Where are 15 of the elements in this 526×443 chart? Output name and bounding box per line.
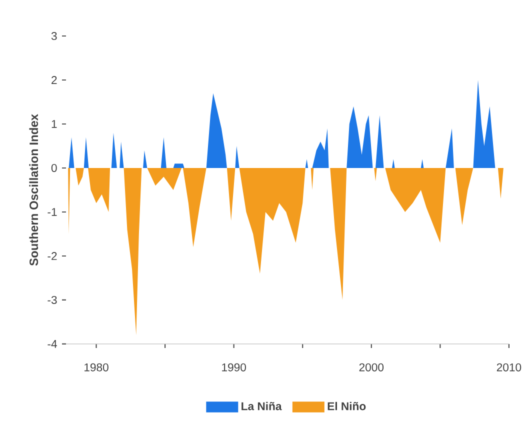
y-tick-label: -3 xyxy=(48,296,57,304)
x-tick-label: 1980 xyxy=(84,363,108,372)
y-tick-label: -4 xyxy=(48,340,57,348)
y-tick-label: 2 xyxy=(52,76,57,84)
y-tick-label: -1 xyxy=(48,208,57,216)
y-tick-label: 1 xyxy=(52,120,57,128)
y-tick-label: 3 xyxy=(51,32,57,40)
legend-label: La Niña xyxy=(242,402,282,410)
y-tick-label: -2 xyxy=(48,252,57,260)
legend-label: El Niño xyxy=(328,402,366,410)
x-tick-label: 1990 xyxy=(222,363,246,372)
y-tick-label: 0 xyxy=(51,164,57,172)
x-tick-label: 2000 xyxy=(359,363,384,372)
y-axis-title: Southern Oscillation Index xyxy=(29,114,38,266)
x-tick-label: 2010 xyxy=(496,363,522,372)
